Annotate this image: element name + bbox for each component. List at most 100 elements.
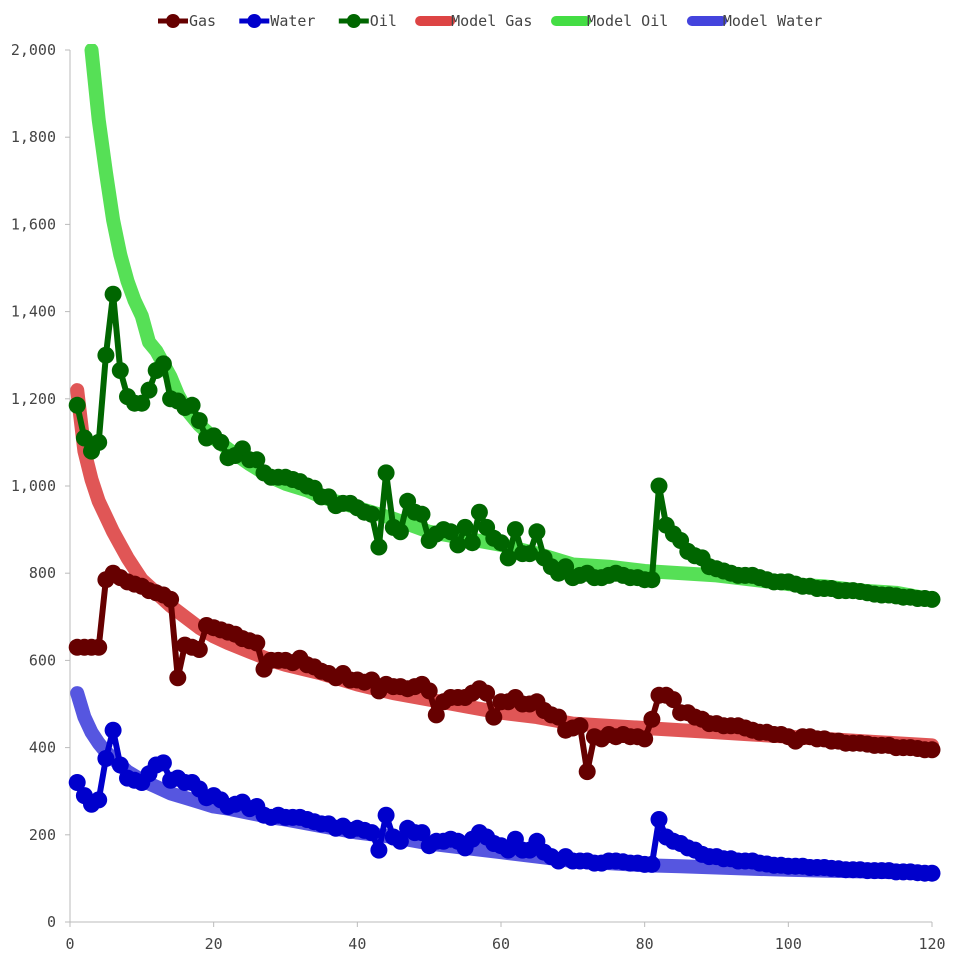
oil-point	[90, 433, 108, 451]
oil-point	[183, 396, 201, 414]
x-tick-label: 60	[492, 935, 510, 953]
gas-point	[162, 590, 180, 608]
x-tick-label: 0	[65, 935, 74, 953]
water-series	[68, 721, 941, 882]
y-tick-label: 2,000	[11, 41, 56, 59]
oil-point	[363, 505, 381, 523]
gas-point	[420, 682, 438, 700]
oil-point	[521, 545, 539, 563]
oil-point	[499, 549, 517, 567]
oil-point	[248, 451, 266, 469]
water-point	[68, 774, 86, 791]
x-tick-label: 100	[775, 935, 802, 953]
water-point	[650, 811, 668, 828]
y-tick-label: 400	[29, 739, 56, 757]
oil-point	[140, 381, 158, 399]
oil-point	[449, 536, 467, 554]
legend-item-gas[interactable]: Gas	[158, 12, 216, 30]
gas-point	[427, 706, 445, 724]
gas-point	[169, 669, 187, 687]
legend-label: Model Gas	[451, 12, 532, 30]
legend-item-model-water[interactable]: Model Water	[686, 12, 822, 30]
legend-label: Oil	[370, 12, 397, 30]
oil-point	[75, 429, 93, 447]
legend-item-model-oil[interactable]: Model Oil	[551, 12, 668, 30]
gas-point	[478, 684, 496, 702]
y-tick-label: 0	[47, 913, 56, 931]
axes: 02004006008001,0001,2001,4001,6001,8002,…	[11, 41, 946, 953]
oil-point	[413, 505, 431, 523]
oil-point	[190, 412, 208, 430]
legend-label: Model Water	[723, 12, 822, 30]
y-tick-label: 1,200	[11, 390, 56, 408]
y-tick-label: 800	[29, 564, 56, 582]
water-point	[643, 855, 661, 873]
water-point	[104, 721, 122, 739]
y-tick-label: 1,400	[11, 303, 56, 321]
oil-point	[923, 590, 941, 608]
oil-point	[212, 433, 230, 451]
water-point	[370, 841, 388, 859]
legend-item-water[interactable]: Water	[239, 12, 315, 30]
water-point	[111, 756, 129, 774]
legend: Gas Water Oil Model Gas Model Oil Model Water	[158, 12, 822, 30]
x-tick-label: 80	[636, 935, 654, 953]
gas-point	[485, 708, 503, 726]
water-point	[97, 750, 115, 767]
oil-series	[68, 285, 941, 608]
y-ticks: 0 200 400 600 800 1,000 1,200 1,400 1,600 1,800 2,…	[11, 41, 70, 931]
gas-point	[664, 691, 682, 709]
oil-point	[506, 521, 524, 539]
water-point	[377, 806, 395, 824]
water-point	[90, 791, 108, 809]
legend-item-oil[interactable]: Oil	[338, 12, 397, 30]
y-tick-label: 1,600	[11, 215, 56, 233]
plot-area	[68, 44, 941, 882]
legend-label: Model Oil	[587, 12, 668, 30]
oil-point	[391, 523, 409, 541]
gas-point	[248, 634, 266, 652]
y-tick-label: 600	[29, 651, 56, 669]
gas-point	[636, 730, 654, 748]
oil-point	[528, 523, 546, 541]
oil-point	[470, 503, 488, 521]
gas-point	[578, 763, 596, 781]
oil-point	[463, 534, 481, 552]
gas-point	[643, 710, 661, 728]
legend-item-model-gas[interactable]: Model Gas	[415, 12, 532, 30]
model-oil-line	[84, 44, 939, 607]
x-tick-label: 40	[348, 935, 366, 953]
oil-point	[111, 362, 129, 379]
legend-marker	[247, 14, 262, 28]
gas-point	[90, 638, 108, 656]
gas-point	[550, 708, 567, 726]
oil-point	[456, 518, 474, 536]
legend-label: Water	[270, 12, 315, 30]
water-point	[154, 754, 172, 772]
oil-point	[650, 477, 668, 495]
x-tick-label: 120	[918, 935, 945, 953]
oil-point	[492, 534, 510, 552]
oil-point	[370, 538, 388, 556]
legend-label: Gas	[189, 12, 216, 30]
oil-point	[97, 346, 115, 364]
y-tick-label: 200	[29, 826, 56, 844]
oil-point	[104, 285, 122, 303]
oil-point	[154, 355, 172, 373]
oil-point	[133, 394, 151, 412]
gas-point	[923, 741, 941, 759]
y-tick-label: 1,000	[11, 477, 56, 495]
y-tick-label: 1,800	[11, 128, 56, 146]
gas-point	[190, 641, 208, 658]
water-point	[413, 824, 431, 842]
legend-marker	[166, 14, 180, 28]
oil-point	[68, 396, 86, 414]
legend-marker	[346, 14, 361, 28]
water-point	[363, 824, 381, 842]
oil-point	[377, 464, 395, 482]
gas-point	[571, 717, 589, 735]
water-point	[923, 864, 941, 882]
gas-series	[68, 564, 941, 781]
oil-point	[643, 571, 661, 589]
